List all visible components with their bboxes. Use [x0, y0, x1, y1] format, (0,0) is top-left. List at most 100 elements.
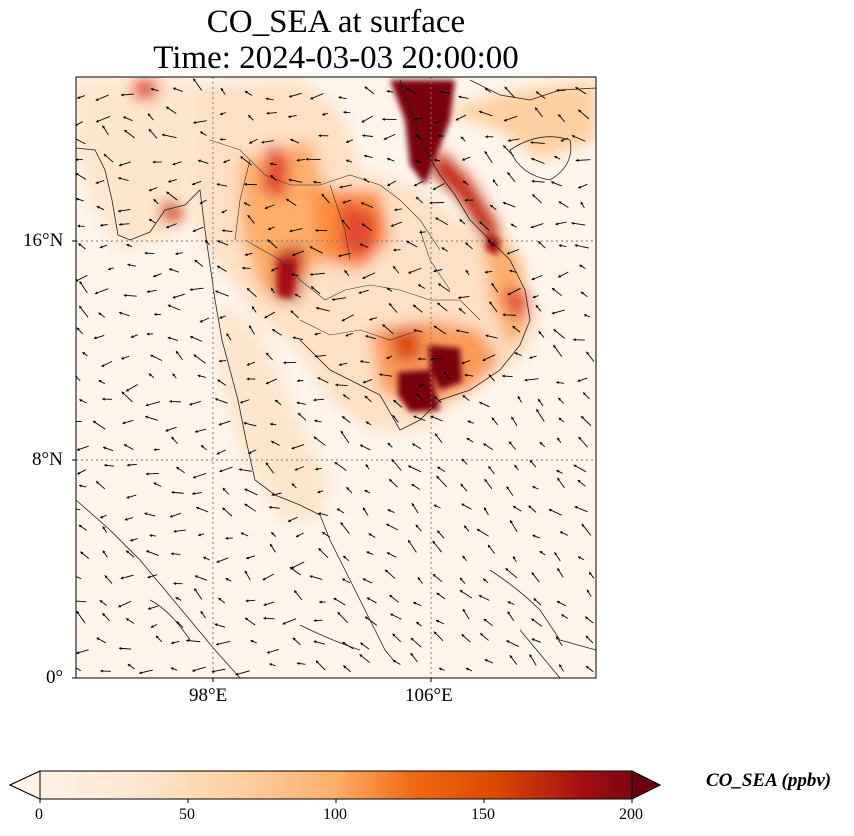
wind-arrowhead [165, 428, 169, 432]
wind-arrowhead [217, 379, 221, 383]
wind-arrowhead [244, 570, 248, 574]
wind-arrowhead [173, 529, 177, 533]
wind-arrowhead [120, 93, 124, 97]
wind-arrowhead [240, 400, 244, 404]
wind-arrowhead [435, 217, 439, 221]
wind-arrowhead [126, 550, 130, 554]
wind-arrowhead [433, 504, 437, 508]
wind-arrowhead [294, 590, 298, 594]
wind-arrowhead [435, 619, 439, 623]
wind-arrowhead [532, 534, 536, 538]
wind-arrowhead [578, 436, 582, 440]
wind-arrowhead [411, 484, 415, 487]
wind-arrowhead [264, 315, 268, 319]
wind-arrowhead [72, 599, 75, 602]
wind-arrowhead [411, 503, 415, 507]
wind-arrowhead [309, 246, 313, 250]
wind-arrowhead [244, 91, 248, 94]
wind-arrowhead [529, 460, 533, 464]
wind-arrowhead [364, 154, 367, 158]
wind-arrowhead [194, 259, 198, 263]
wind-arrowhead [461, 503, 465, 507]
wind-arrowhead [148, 219, 152, 222]
wind-arrowhead [139, 671, 143, 675]
wind-arrowhead [314, 332, 318, 336]
wind-arrowhead [200, 131, 204, 135]
wind-arrowhead [289, 567, 293, 570]
wind-arrowhead [100, 669, 103, 673]
wind-arrowhead [102, 397, 105, 401]
wind-arrowhead [556, 88, 559, 92]
wind-arrowhead [506, 640, 510, 644]
wind-arrowhead [193, 120, 197, 124]
wind-arrowhead [98, 312, 102, 316]
wind-arrowhead [509, 655, 513, 659]
wind-arrowhead [416, 134, 420, 138]
wind-arrowhead [186, 639, 189, 643]
wind-arrowhead [322, 532, 326, 535]
wind-arrowhead [362, 134, 366, 138]
wind-arrowhead [76, 173, 79, 176]
wind-arrowhead [271, 532, 275, 536]
wind-arrowhead [507, 611, 511, 615]
wind-arrowhead [413, 304, 417, 308]
coastlines [76, 79, 596, 678]
wind-arrowhead [78, 524, 82, 528]
wind-arrowhead [166, 191, 170, 195]
wind-arrowhead [464, 198, 468, 202]
wind-arrowhead [441, 247, 445, 251]
wind-arrowhead [123, 444, 127, 448]
wind-arrowhead [313, 398, 317, 402]
wind-arrowhead [456, 329, 459, 333]
wind-arrowhead [126, 495, 130, 499]
wind-arrowhead [488, 544, 491, 548]
wind-arrowhead [459, 219, 463, 223]
wind-arrowhead [192, 491, 195, 496]
wind-arrowhead [238, 468, 242, 472]
wind-arrowhead [577, 556, 581, 560]
wind-arrowhead [444, 371, 448, 375]
wind-arrowhead [393, 265, 397, 269]
wind-arrowhead [492, 179, 496, 183]
wind-arrowhead [192, 182, 196, 186]
wind-arrowhead [436, 592, 440, 596]
wind-arrowhead [270, 422, 273, 426]
wind-arrowhead [289, 94, 292, 98]
wind-arrowhead [221, 229, 225, 233]
wind-arrowhead [296, 661, 300, 666]
wind-arrowhead [538, 331, 542, 335]
wind-arrowhead [315, 660, 319, 664]
wind-arrowhead [275, 399, 279, 403]
wind-arrowhead [314, 419, 318, 423]
wind-arrowhead [506, 251, 510, 255]
wind-arrowhead [390, 223, 394, 227]
wind-arrowhead [313, 619, 317, 623]
wind-arrowhead [319, 600, 322, 604]
wind-arrowhead [571, 135, 575, 138]
wind-arrowhead [98, 380, 102, 383]
wind-arrowhead [289, 229, 293, 233]
wind-arrowhead [553, 329, 557, 333]
wind-arrowhead [80, 551, 84, 555]
wind-arrowhead [92, 420, 96, 424]
wind-arrowhead [170, 514, 173, 518]
wind-arrowhead [171, 641, 175, 645]
wind-arrowhead [100, 515, 104, 519]
wind-arrowhead [360, 642, 364, 646]
wind-arrowhead [480, 633, 484, 637]
wind-arrowhead [386, 89, 390, 93]
wind-arrowhead [267, 227, 271, 231]
wind-arrowhead [198, 533, 201, 537]
wind-arrowhead [558, 244, 562, 248]
wind-arrowhead [387, 157, 390, 161]
wind-arrowhead [386, 356, 390, 360]
wind-arrowhead [510, 223, 514, 227]
wind-arrowhead [94, 291, 98, 295]
wind-arrowhead [79, 399, 83, 402]
wind-arrowhead [190, 335, 194, 339]
wind-arrowhead [483, 618, 487, 622]
wind-arrowhead [154, 312, 157, 316]
wind-arrowhead [267, 239, 271, 243]
wind-arrowhead [269, 663, 273, 667]
wind-arrowhead [432, 574, 436, 578]
